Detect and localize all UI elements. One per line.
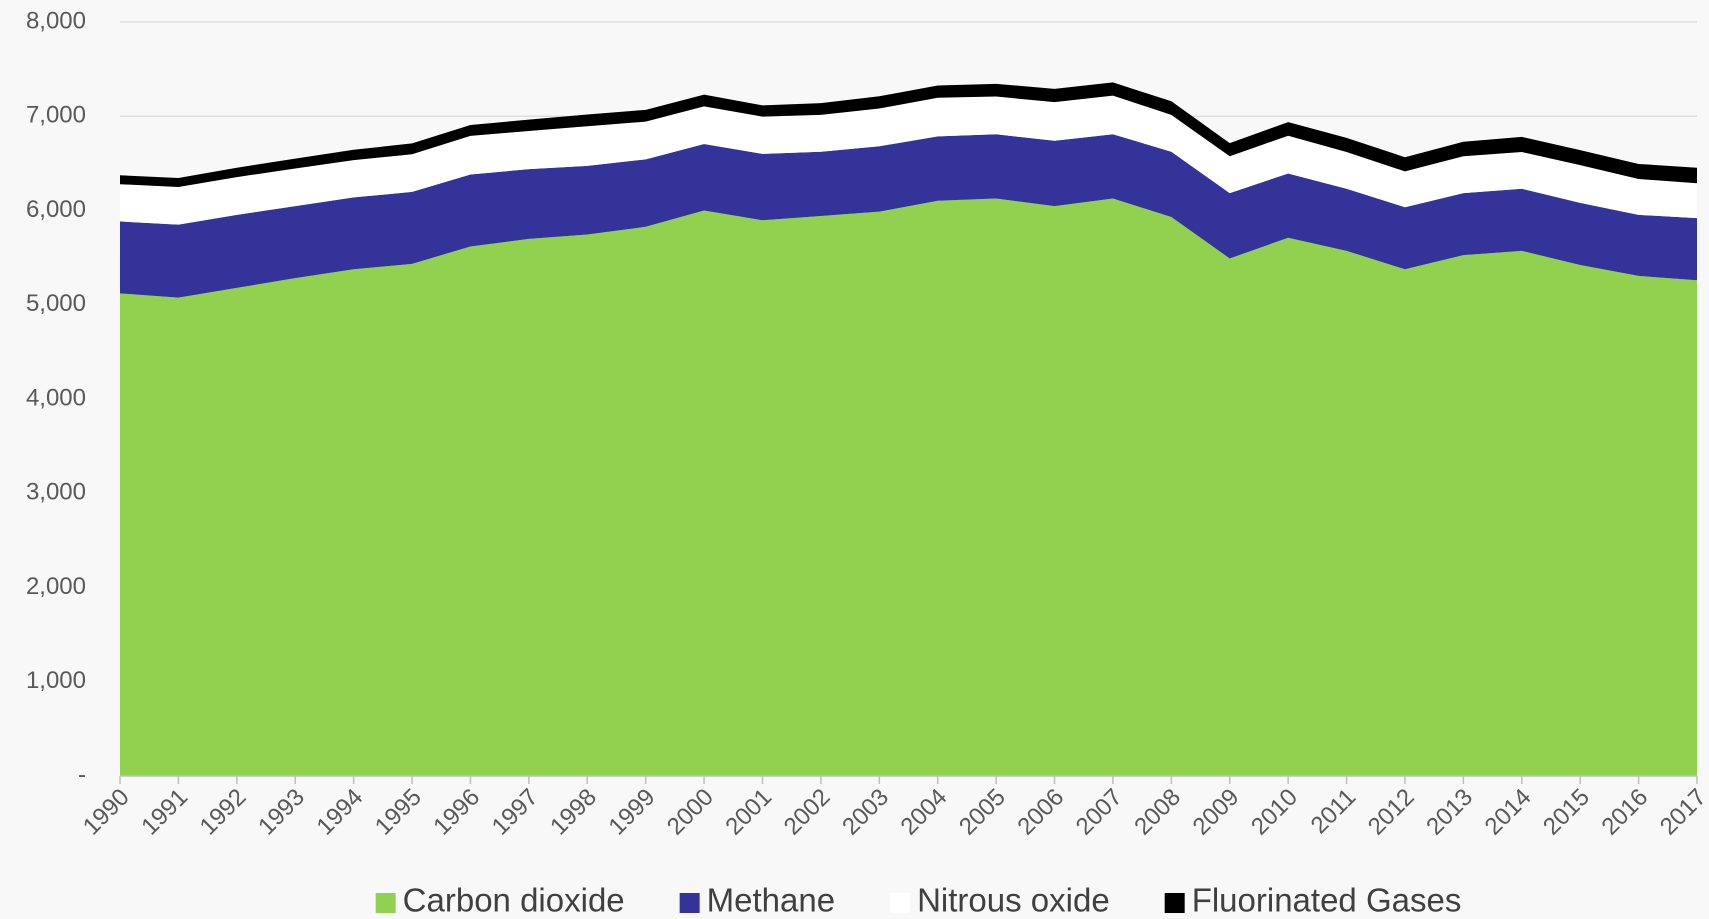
x-tick-label: 2002 — [779, 784, 836, 841]
x-tick-label: 2007 — [1071, 784, 1128, 841]
legend-swatch — [890, 893, 911, 913]
legend-swatch — [679, 893, 700, 913]
x-tick-label: 1991 — [136, 784, 193, 841]
x-tick-label: 2008 — [1129, 784, 1186, 841]
x-tick-label: 2005 — [954, 784, 1011, 841]
legend: Carbon dioxide Methane Nitrous oxide Fluori… — [375, 882, 1462, 919]
x-tick-label: 2000 — [662, 784, 719, 841]
x-tick-label: 2012 — [1363, 784, 1420, 841]
legend-label: Carbon dioxide — [403, 882, 625, 919]
y-tick-label: 3,000 — [26, 479, 86, 506]
area — [120, 198, 1697, 776]
y-tick-label: 2,000 — [26, 573, 86, 600]
x-tick-label: 2010 — [1246, 784, 1303, 841]
x-tick-label: 2013 — [1421, 784, 1478, 841]
area — [120, 95, 1697, 225]
y-tick-label: 4,000 — [26, 384, 86, 411]
y-tick-label: 6,000 — [26, 196, 86, 223]
x-tick-label: 1998 — [545, 784, 602, 841]
x-tick-label: 1992 — [195, 784, 252, 841]
x-tick-label: 2009 — [1188, 784, 1245, 841]
x-tick-label: 1999 — [604, 784, 661, 841]
x-tick-label: 2014 — [1480, 784, 1537, 841]
area — [120, 134, 1697, 298]
y-tick-label: 5,000 — [26, 290, 86, 317]
legend-label: Methane — [707, 882, 835, 919]
x-tick-label: 2001 — [720, 784, 777, 841]
x-tick-label: 2016 — [1596, 784, 1653, 841]
x-tick-label: 1993 — [253, 784, 310, 841]
x-tick-label: 2011 — [1306, 784, 1362, 840]
y-tick-label: 1,000 — [26, 667, 86, 694]
x-tick-label: 1994 — [312, 784, 369, 841]
y-tick-label: 7,000 — [26, 102, 86, 129]
legend-swatch — [1164, 893, 1185, 913]
x-tick-label: 2003 — [837, 784, 894, 841]
y-tick-label: 8,000 — [26, 7, 86, 34]
y-tick-label: - — [78, 761, 86, 788]
x-tick-label: 2006 — [1012, 784, 1069, 841]
x-tick-label: 1996 — [428, 784, 485, 841]
x-tick-label: 1997 — [487, 784, 544, 841]
legend-label: Fluorinated Gases — [1192, 882, 1462, 919]
x-tick-label: 1995 — [370, 784, 427, 841]
x-tick-label: 2004 — [896, 784, 953, 841]
legend-label: Nitrous oxide — [917, 882, 1110, 919]
x-tick-label: 2017 — [1655, 784, 1709, 841]
x-tick-label: 2015 — [1538, 784, 1595, 841]
legend-swatch — [375, 893, 396, 913]
x-tick-label: 1990 — [78, 784, 135, 841]
